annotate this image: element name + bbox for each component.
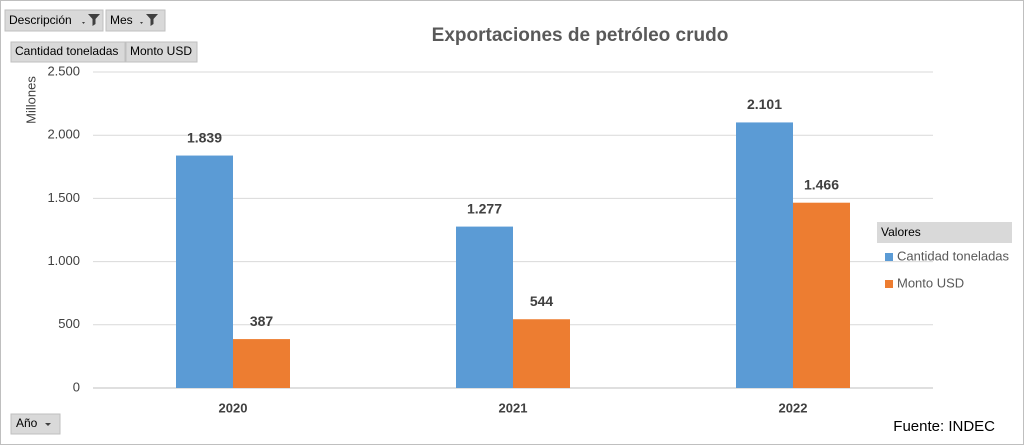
x-tick-label: 2021 [499,400,528,415]
legend-title-bg [877,222,1012,243]
data-label: 1.277 [467,200,502,216]
legend-label: Monto USD [897,275,964,290]
y-tick-label: 500 [58,316,80,331]
legend-title: Valores [881,225,921,239]
filter-icon [82,14,100,26]
legend-swatch [885,280,893,288]
bar [456,226,513,388]
y-axis-label: Millones [23,76,38,124]
data-label: 1.839 [187,129,222,145]
filter-button[interactable] [4,9,104,32]
value-button-label: Cantidad toneladas [15,44,118,58]
x-tick-label: 2020 [219,400,248,415]
value-button[interactable] [10,41,126,63]
data-label: 1.466 [804,176,839,192]
dropdown-icon [45,423,51,426]
data-label: 387 [250,313,274,329]
data-label: 544 [530,293,554,309]
bar [513,319,570,388]
legend-swatch [885,253,893,261]
y-tick-label: 1.000 [47,253,80,268]
y-tick-label: 1.500 [47,190,80,205]
data-label: 2.101 [747,96,782,112]
x-tick-label: 2022 [779,400,808,415]
chart-title: Exportaciones de petróleo crudo [432,25,729,46]
value-button[interactable] [125,41,198,63]
y-tick-label: 2.000 [47,127,80,142]
bar [736,122,793,389]
filter-button-label: Descripción [9,13,72,27]
y-tick-label: 0 [73,379,80,394]
source-note: Fuente: INDEC [893,418,995,435]
bar [233,339,290,388]
axis-field-label: Año [16,416,38,430]
axis-field-button[interactable] [10,413,61,435]
bar [793,202,850,388]
filter-icon [140,14,158,26]
y-tick-label: 2.500 [47,63,80,78]
value-button-label: Monto USD [130,44,192,58]
bar [176,155,233,388]
filter-button-label: Mes [110,13,133,27]
legend-label: Cantidad toneladas [897,248,1010,263]
